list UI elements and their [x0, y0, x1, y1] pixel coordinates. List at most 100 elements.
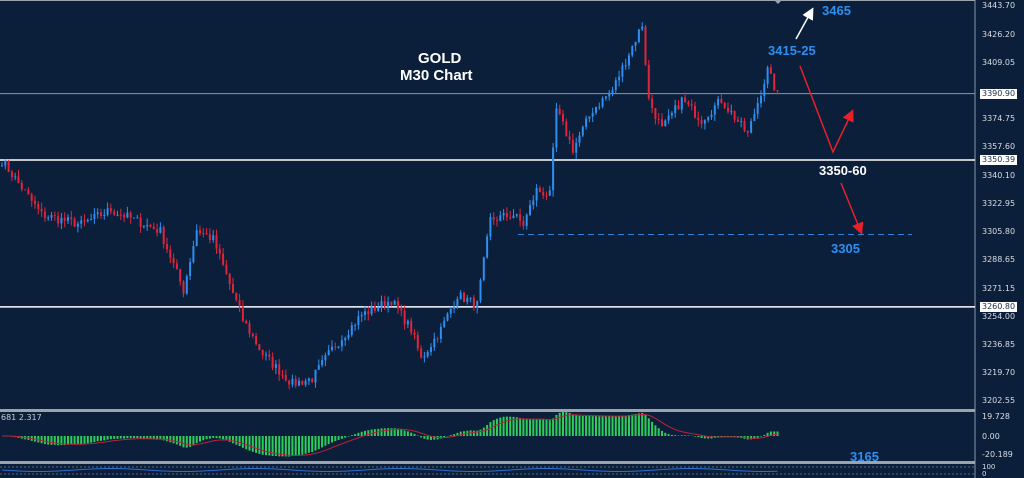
candle-body — [740, 120, 743, 122]
candle-body — [664, 120, 667, 127]
candle-body — [126, 212, 129, 218]
candle-body — [595, 107, 597, 113]
candle-body — [509, 217, 512, 219]
candle-body — [159, 227, 162, 233]
candle-body — [307, 378, 310, 381]
candle-body — [694, 105, 696, 118]
candle-body — [608, 92, 611, 97]
candle-body — [624, 65, 627, 67]
candle-body — [350, 325, 353, 336]
candle-body — [532, 200, 535, 206]
price-tick: 3202.55 — [982, 396, 1016, 406]
candle-body — [40, 208, 43, 212]
candle-body — [482, 257, 485, 281]
candle-body — [20, 182, 23, 190]
candle-body — [116, 214, 119, 216]
candle-body — [199, 230, 201, 234]
candle-body — [208, 234, 211, 241]
candle-body — [139, 217, 142, 227]
candle-body — [670, 112, 673, 116]
candle-body — [241, 306, 244, 321]
candle-body — [383, 301, 386, 308]
candle-body — [175, 263, 178, 270]
candle-body — [274, 364, 277, 368]
candle-body — [700, 119, 703, 124]
candle-body — [298, 380, 300, 386]
candle-body — [228, 273, 231, 284]
candle-body — [205, 233, 208, 235]
candle-body — [146, 224, 149, 227]
candle-body — [7, 161, 10, 172]
candle-body — [773, 73, 776, 91]
candle-body — [294, 378, 297, 386]
price-tick: 3288.65 — [982, 255, 1016, 265]
candle-body — [489, 217, 492, 237]
resistance-label: 3415-25 — [768, 43, 816, 58]
candle-body — [436, 338, 439, 340]
candle-body — [57, 216, 60, 224]
price-tick: 3305.80 — [982, 227, 1016, 237]
candle-body — [707, 117, 710, 121]
level-price-tag: 3260.80 — [980, 301, 1018, 312]
candle-body — [195, 230, 198, 247]
candle-body — [416, 334, 419, 349]
candle-body — [496, 219, 498, 221]
candle-body — [123, 214, 126, 218]
price-tick: 3357.60 — [982, 142, 1016, 152]
candle-body — [354, 325, 357, 327]
candle-body — [251, 333, 254, 337]
candle-body — [657, 118, 660, 120]
candle-body — [347, 335, 350, 339]
candle-body — [192, 246, 195, 262]
candle-body — [222, 253, 225, 265]
candle-body — [426, 351, 429, 357]
candle-body — [265, 354, 267, 356]
candle-body — [565, 121, 568, 137]
candle-body — [733, 111, 736, 120]
candle-body — [439, 326, 442, 339]
candle-body — [334, 346, 337, 348]
candle-body — [529, 205, 531, 215]
candle-body — [225, 264, 228, 274]
candle-body — [133, 217, 135, 219]
macd-signal-line — [1, 414, 778, 456]
candle-body — [258, 344, 261, 351]
candle-body — [469, 297, 472, 299]
candle-body — [113, 211, 116, 215]
candle-body — [730, 111, 733, 113]
candle-body — [535, 187, 538, 201]
candle-body — [327, 350, 330, 356]
lower-indicator-line — [1, 467, 778, 473]
candle-body — [182, 281, 185, 294]
candle-body — [598, 106, 601, 108]
candle-body — [100, 212, 102, 217]
candle-body — [17, 176, 20, 183]
candle-body — [86, 219, 89, 222]
candle-body — [156, 229, 159, 233]
candle-body — [628, 55, 630, 66]
candle-body — [47, 217, 50, 219]
macd-tick: 19.728 — [982, 412, 1010, 421]
candle-body — [119, 214, 122, 216]
candle-body — [618, 76, 621, 81]
candle-body — [555, 108, 558, 148]
candle-body — [90, 218, 93, 220]
candle-body — [109, 208, 112, 212]
candle-body — [667, 115, 670, 121]
candle-body — [677, 105, 680, 110]
candle-body — [727, 107, 729, 112]
candle-body — [284, 374, 287, 381]
candle-body — [562, 114, 564, 122]
candle-body — [588, 116, 591, 119]
price-tick: 3443.70 — [982, 0, 1016, 10]
candle-body — [238, 300, 241, 307]
candle-body — [380, 301, 383, 308]
candle-body — [27, 189, 30, 195]
candle-body — [743, 120, 746, 131]
candle-body — [703, 120, 706, 124]
candle-body — [433, 338, 436, 348]
candle-body — [400, 308, 403, 311]
title-symbol: GOLD — [418, 50, 462, 67]
candle-body — [522, 220, 525, 227]
